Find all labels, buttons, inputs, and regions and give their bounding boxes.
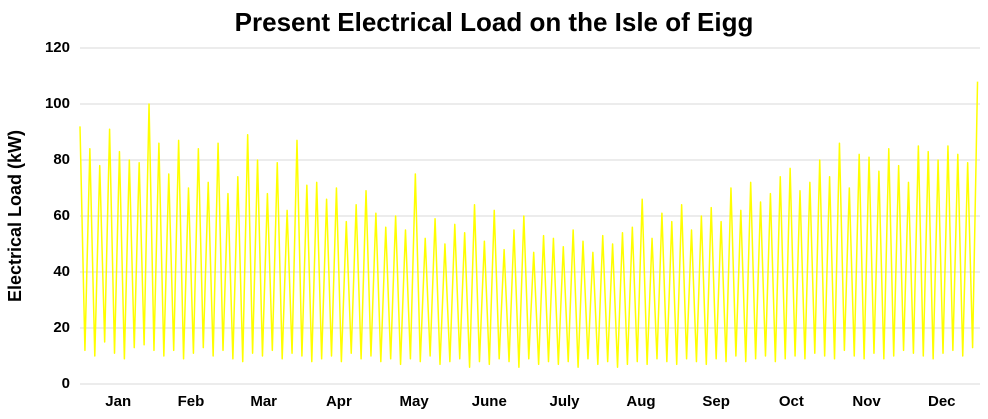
y-tick-label: 100 — [45, 95, 70, 112]
chart-title: Present Electrical Load on the Isle of E… — [235, 7, 754, 37]
y-tick-label: 40 — [53, 263, 70, 280]
y-axis-label: Electrical Load (kW) — [5, 130, 25, 302]
x-tick-label: Aug — [626, 393, 655, 410]
y-tick-label: 20 — [53, 319, 70, 336]
y-tick-label: 120 — [45, 39, 70, 56]
x-tick-label: Dec — [928, 393, 956, 410]
y-tick-label: 60 — [53, 207, 70, 224]
y-tick-label: 80 — [53, 151, 70, 168]
x-tick-label: Oct — [779, 393, 804, 410]
x-tick-label: June — [472, 393, 507, 410]
x-tick-label: Jan — [105, 393, 131, 410]
x-tick-label: July — [550, 393, 581, 410]
y-tick-label: 0 — [62, 375, 70, 392]
x-tick-label: May — [400, 393, 430, 410]
x-tick-label: Nov — [852, 393, 881, 410]
x-tick-label: Sep — [702, 393, 730, 410]
x-tick-label: Mar — [250, 393, 277, 410]
load-line — [79, 81, 979, 368]
x-tick-label: Apr — [326, 393, 352, 410]
x-tick-label: Feb — [178, 393, 205, 410]
